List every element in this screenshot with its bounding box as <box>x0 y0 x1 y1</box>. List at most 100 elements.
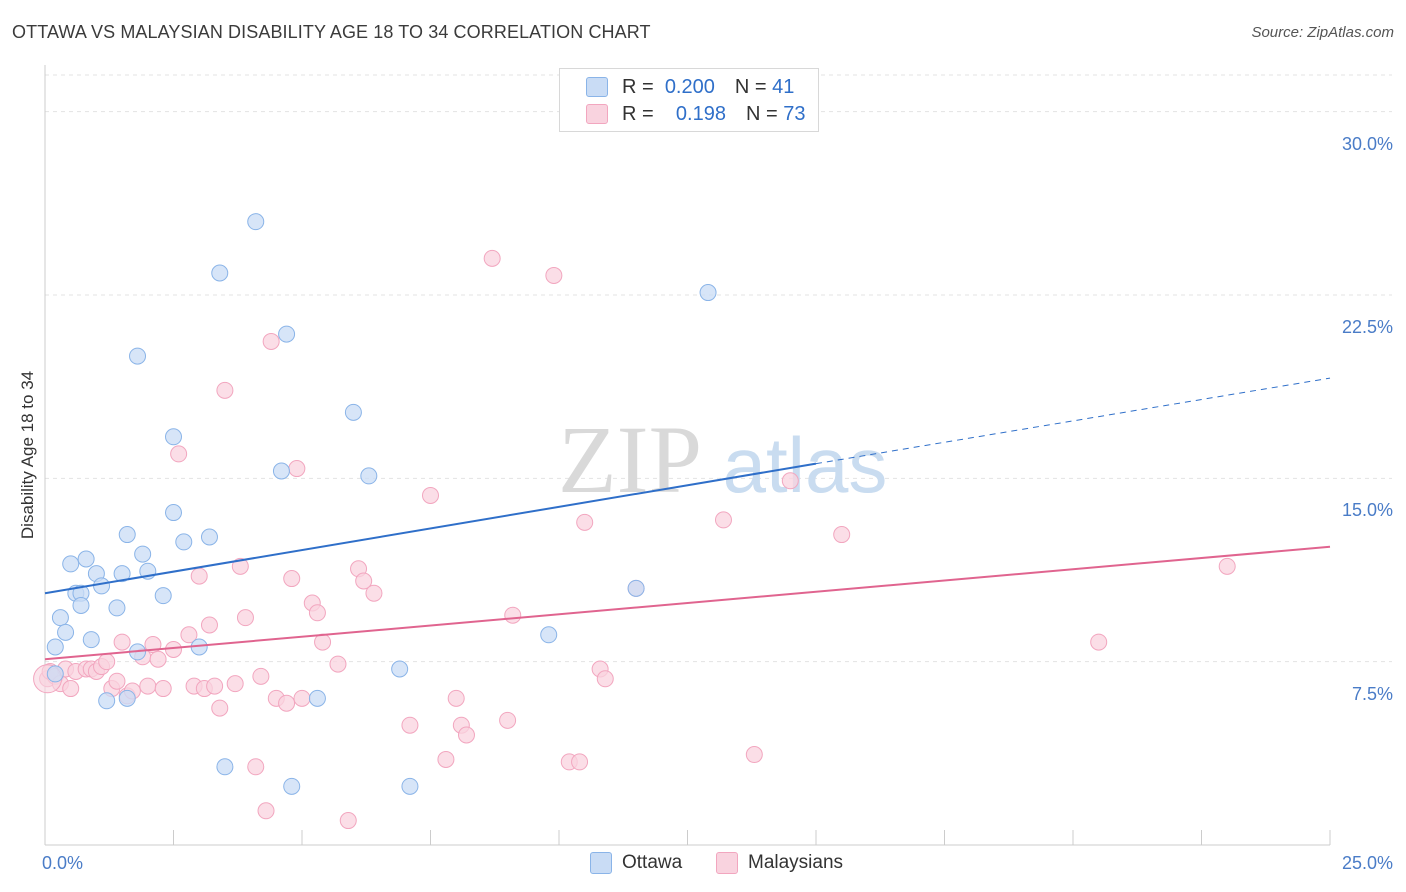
data-point <box>545 266 563 284</box>
trend-lines <box>44 377 1331 661</box>
data-point <box>360 467 378 485</box>
data-point <box>247 758 265 776</box>
watermark-zip: ZIP <box>558 406 702 513</box>
data-point <box>1090 633 1108 651</box>
data-point <box>216 381 234 399</box>
data-point <box>283 777 301 795</box>
data-point <box>165 504 182 522</box>
data-point <box>262 332 280 350</box>
data-point <box>314 633 332 651</box>
data-point <box>499 711 517 729</box>
data-point <box>699 284 717 302</box>
data-point <box>108 599 126 617</box>
r-label: R = <box>622 102 654 125</box>
data-point <box>437 750 455 768</box>
ottawa-legend-label: Ottawa <box>622 852 683 873</box>
r-label: R = <box>622 75 654 98</box>
data-point <box>745 746 763 764</box>
data-point <box>308 604 326 622</box>
data-point <box>134 545 152 563</box>
data-point <box>247 213 265 231</box>
y-tick-label: 15.0% <box>1341 500 1393 521</box>
data-point <box>180 626 198 644</box>
data-point <box>231 557 249 575</box>
data-point <box>46 638 64 656</box>
ottawa-trend-line <box>44 462 817 595</box>
data-point <box>211 264 229 282</box>
data-point <box>391 660 409 678</box>
data-point <box>571 753 589 771</box>
data-point <box>401 777 419 795</box>
n-label: N = <box>745 102 778 125</box>
data-point <box>596 670 614 688</box>
source-credit: Source: ZipAtlas.com <box>1251 24 1394 41</box>
data-point <box>118 526 136 544</box>
data-point <box>200 616 218 634</box>
data-point <box>483 249 501 267</box>
ottawa-r-value: 0.200 <box>664 75 715 98</box>
data-point <box>226 675 244 693</box>
data-point <box>447 689 465 707</box>
ottawa-trend-extension <box>815 377 1331 465</box>
legend-row-malaysians: R = 0.198 N = 73 <box>586 102 805 126</box>
data-point <box>190 567 208 585</box>
data-point <box>288 460 306 478</box>
data-point <box>113 633 131 651</box>
data-point <box>98 692 116 710</box>
malaysians-legend-swatch <box>716 852 738 874</box>
data-point <box>154 587 172 605</box>
data-point <box>175 533 193 551</box>
data-point <box>355 572 373 590</box>
x-tick-min: 0.0% <box>42 853 84 873</box>
malaysians-n-value: 73 <box>783 102 806 125</box>
data-point <box>714 511 732 529</box>
chart-title: OTTAWA VS MALAYSIAN DISABILITY AGE 18 TO… <box>12 22 651 42</box>
data-point <box>165 428 182 446</box>
legend-row-ottawa: R = 0.200 N = 41 <box>586 75 794 99</box>
data-point <box>422 486 439 504</box>
stats-legend: R = 0.200 N = 41 R = 0.198 N = 73 <box>559 68 819 132</box>
data-point <box>576 513 594 531</box>
data-point <box>57 623 75 641</box>
data-point <box>62 555 80 573</box>
data-point <box>62 680 80 698</box>
data-point <box>540 626 558 644</box>
data-point <box>200 528 218 546</box>
data-point <box>257 802 275 820</box>
data-point <box>344 403 362 421</box>
ottawa-swatch <box>586 77 608 97</box>
legend-item-malaysians[interactable]: Malaysians <box>716 852 843 874</box>
data-point <box>93 577 111 595</box>
y-tick-label: 30.0% <box>1341 133 1393 154</box>
data-point <box>82 631 100 649</box>
data-point <box>113 565 131 583</box>
data-point <box>401 716 419 734</box>
legend-item-ottawa[interactable]: Ottawa <box>590 852 682 874</box>
data-point <box>46 665 64 683</box>
data-point <box>211 699 229 717</box>
data-point <box>283 570 301 588</box>
data-point <box>206 677 224 695</box>
n-label: N = <box>734 75 767 98</box>
data-point <box>154 680 172 698</box>
data-point <box>329 655 347 673</box>
data-point <box>118 689 136 707</box>
data-point <box>365 584 383 602</box>
data-point <box>781 472 799 490</box>
data-point <box>339 812 357 830</box>
data-point <box>72 596 90 614</box>
data-point <box>51 609 69 627</box>
y-tick-label: 7.5% <box>1351 683 1393 704</box>
data-point <box>236 609 254 627</box>
data-point <box>278 325 296 343</box>
data-point <box>170 445 188 463</box>
data-point <box>252 667 270 685</box>
y-tick-label: 22.5% <box>1341 317 1393 337</box>
axes <box>44 65 1331 846</box>
malaysians-points <box>33 249 1236 830</box>
gridlines <box>45 74 1392 663</box>
data-point <box>504 606 522 624</box>
data-point <box>77 550 95 568</box>
ottawa-legend-swatch <box>590 852 612 874</box>
data-point <box>139 677 157 695</box>
